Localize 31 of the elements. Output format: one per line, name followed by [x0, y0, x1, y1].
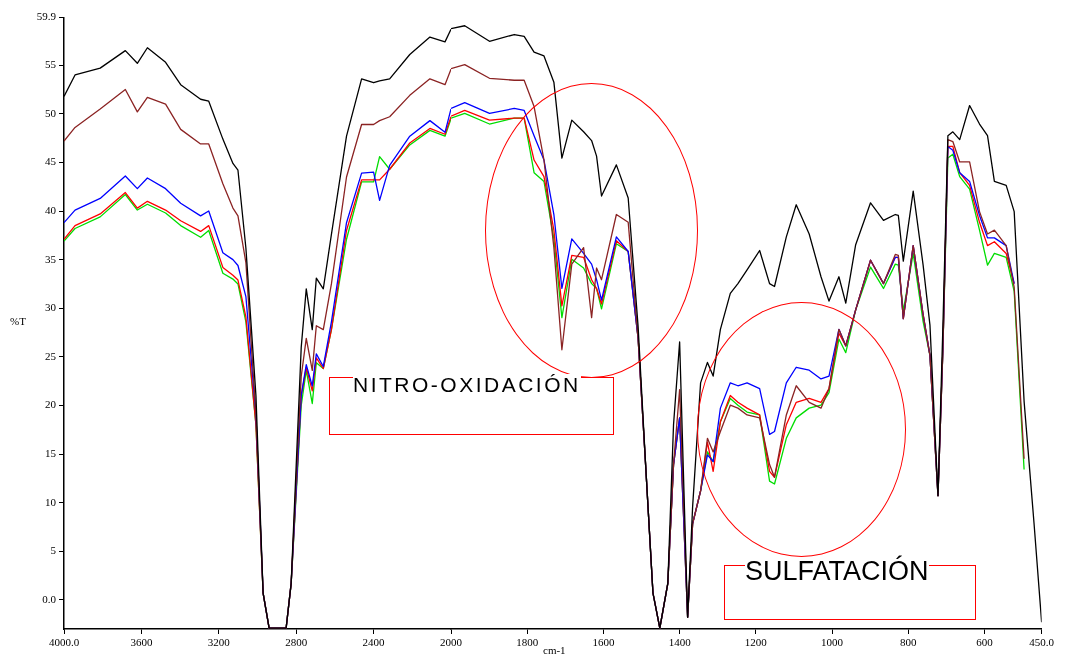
y-axis-title: %T [10, 315, 26, 327]
x-tick-label: 1800 [516, 636, 539, 649]
y-tick-label: 45 [45, 155, 57, 168]
y-tick-label: 25 [45, 349, 57, 362]
x-tick-label: 1000 [821, 636, 844, 649]
y-tick-label: 15 [45, 446, 57, 459]
x-tick-label: 4000.0 [48, 636, 80, 649]
annotation: NITRO-OXIDACIÓN [353, 373, 581, 396]
x-tick-label: 2800 [285, 636, 308, 649]
x-tick-label: 800 [900, 636, 918, 649]
y-tick-label: 10 [45, 495, 57, 508]
y-tick-label: 20 [45, 398, 57, 411]
x-tick-label: 2000 [440, 636, 463, 649]
y-tick-label: 40 [45, 203, 57, 216]
x-axis-title: cm-1 [543, 644, 566, 655]
y-tick-label: 35 [45, 252, 57, 265]
y-tick-label: 50 [45, 106, 57, 119]
y-tick-label: 5 [50, 544, 57, 557]
x-tick-label: 3200 [207, 636, 231, 649]
x-tick-label: 1400 [668, 636, 692, 649]
x-tick-label: 1600 [592, 636, 615, 649]
x-tick-label: 3600 [130, 636, 153, 649]
y-tick-label: 30 [45, 301, 57, 314]
x-tick-label: 600 [976, 636, 994, 649]
y-tick-label: 55 [45, 58, 57, 71]
x-tick-label: 450.0 [1029, 636, 1055, 649]
annotation: SULFATACIÓN [745, 556, 929, 586]
y-tick-label: 0.0 [42, 592, 57, 605]
x-tick-label: 2400 [362, 636, 386, 649]
y-tick-label: 59.9 [36, 10, 57, 23]
x-tick-label: 1200 [744, 636, 768, 649]
